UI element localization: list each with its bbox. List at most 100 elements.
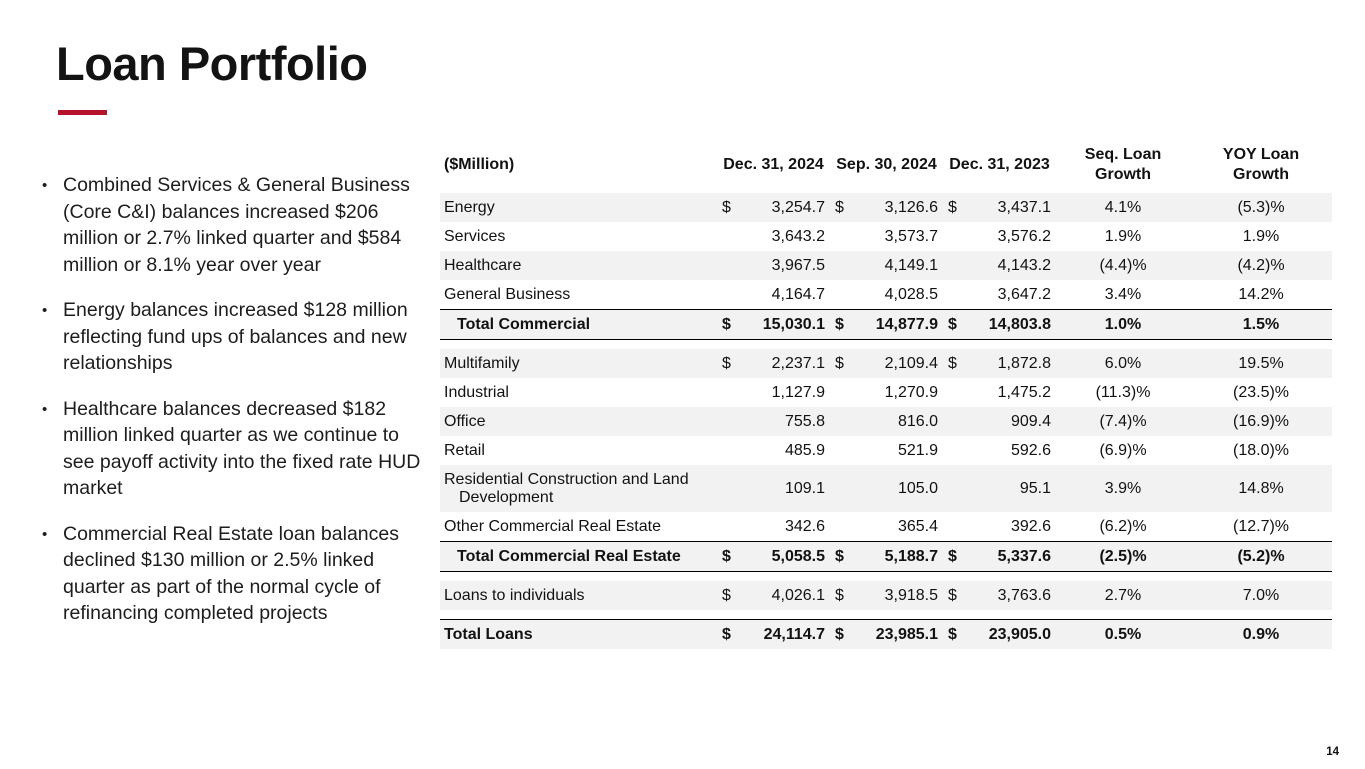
value-cell: 2,237.1 (743, 349, 830, 378)
value-cell: 105.0 (856, 465, 944, 512)
value-cell: 3,763.6 (969, 581, 1057, 610)
seq-growth-cell: 1.0% (1056, 309, 1191, 340)
row-label: Residential Construction and Land Develo… (440, 465, 717, 512)
table-row-total-loans: Total Loans $ 24,114.7 $ 23,985.1 $ 23,9… (440, 619, 1333, 649)
row-label: Healthcare (440, 251, 717, 280)
yoy-growth-cell: (12.7)% (1233, 517, 1290, 535)
yoy-growth-cell: (4.2)% (1190, 251, 1333, 280)
bullet-icon: • (42, 400, 48, 418)
value-cell: 23,985.1 (856, 619, 944, 649)
title-accent-bar (58, 110, 107, 115)
currency-cell: $ (717, 619, 743, 649)
section-gap (440, 571, 1333, 581)
currency-cell: $ (830, 349, 856, 378)
value-cell: 3,437.1 (969, 193, 1057, 222)
column-header-seq-growth: Seq. Loan Growth (1056, 139, 1190, 193)
currency-cell: $ (830, 619, 856, 649)
currency-cell (830, 407, 856, 436)
value-cell: 5,337.6 (969, 541, 1057, 572)
column-header-dec-2024: Dec. 31, 2024 (723, 156, 824, 173)
column-header-text: YOY Loan Growth (1222, 146, 1300, 183)
bullet-item: • Commercial Real Estate loan balances d… (42, 521, 424, 627)
table-row-office: Office 755.8 816.0 909.4 (7.4)% (16.9)% (440, 407, 1333, 436)
currency-cell (943, 436, 969, 465)
value-cell: 4,164.7 (771, 285, 825, 303)
table-row-other-cre: Other Commercial Real Estate 342.6 365.4… (440, 512, 1332, 542)
row-label: Retail (444, 441, 485, 459)
bullet-text: Energy balances increased $128 million r… (63, 299, 408, 374)
value-cell: 3,647.2 (997, 285, 1052, 303)
currency-cell: $ (830, 581, 856, 610)
value-cell: 3,967.5 (743, 251, 830, 280)
row-label: Energy (440, 193, 717, 222)
yoy-growth-cell: 1.9% (1242, 227, 1280, 245)
bullet-item: • Energy balances increased $128 million… (42, 297, 424, 377)
currency-cell: $ (830, 541, 856, 572)
table-row-total-cre: Total Commercial Real Estate $ 5,058.5 $… (440, 541, 1333, 572)
currency-cell (717, 280, 743, 310)
row-label: Multifamily (440, 349, 717, 378)
unit-header: ($Million) (444, 156, 515, 173)
row-label: Other Commercial Real Estate (444, 517, 661, 535)
bullet-text: Commercial Real Estate loan balances dec… (63, 522, 399, 625)
currency-cell (943, 251, 970, 280)
bullet-text: Combined Services & General Business (Co… (63, 174, 410, 276)
value-cell: 4,143.2 (969, 251, 1057, 280)
table-row-residential-construction: Residential Construction and Land Develo… (440, 465, 1333, 512)
value-cell: 755.8 (743, 407, 830, 436)
value-cell: 109.1 (743, 465, 830, 512)
value-cell: 95.1 (969, 465, 1057, 512)
seq-growth-cell: 1.9% (1104, 227, 1142, 245)
value-cell: 342.6 (784, 517, 825, 535)
table-row-loans-to-individuals: Loans to individuals $ 4,026.1 $ 3,918.5… (440, 581, 1333, 610)
bullet-item: • Healthcare balances decreased $182 mil… (42, 396, 424, 502)
currency-cell (830, 280, 856, 310)
value-cell: 816.0 (856, 407, 944, 436)
table-row-services: Services 3,643.2 3,573.7 3,576.2 1.9% 1.… (440, 222, 1332, 251)
value-cell: 24,114.7 (743, 619, 830, 649)
yoy-growth-cell: (18.0)% (1233, 441, 1290, 459)
value-cell: 4,149.1 (856, 251, 944, 280)
yoy-growth-cell: (5.3)% (1190, 193, 1333, 222)
currency-cell (943, 512, 969, 542)
currency-cell (943, 407, 970, 436)
currency-cell (717, 465, 743, 512)
currency-cell (717, 436, 743, 465)
value-cell: 392.6 (1010, 517, 1052, 535)
currency-cell: $ (717, 581, 743, 610)
seq-growth-cell: (11.3)% (1095, 383, 1151, 401)
seq-growth-cell: (7.4)% (1056, 407, 1191, 436)
value-cell: 4,028.5 (884, 285, 939, 303)
currency-cell (943, 378, 969, 407)
yoy-growth-cell: (5.2)% (1190, 541, 1333, 572)
yoy-growth-cell: 19.5% (1190, 349, 1333, 378)
row-label: General Business (444, 285, 571, 303)
row-label: Total Commercial Real Estate (440, 541, 717, 572)
value-cell: 4,026.1 (743, 581, 830, 610)
currency-cell: $ (943, 349, 970, 378)
currency-cell (830, 378, 856, 407)
seq-growth-cell: 6.0% (1056, 349, 1191, 378)
seq-growth-cell: (6.9)% (1099, 441, 1147, 459)
seq-growth-cell: (4.4)% (1056, 251, 1191, 280)
row-label: Total Commercial (440, 309, 717, 340)
value-cell: 3,573.7 (884, 227, 939, 245)
currency-cell (717, 222, 743, 251)
table-row-multifamily: Multifamily $ 2,237.1 $ 2,109.4 $ 1,872.… (440, 349, 1333, 378)
currency-cell: $ (943, 309, 970, 340)
yoy-growth-cell: (16.9)% (1190, 407, 1333, 436)
page-number: 14 (1326, 746, 1339, 758)
currency-cell: $ (717, 309, 743, 340)
column-header-yoy-growth: YOY Loan Growth (1190, 139, 1332, 193)
table-row-general-business: General Business 4,164.7 4,028.5 3,647.2… (440, 280, 1332, 310)
bullet-text: Healthcare balances decreased $182 milli… (63, 397, 421, 500)
value-cell: 3,918.5 (856, 581, 944, 610)
yoy-growth-cell: 14.2% (1238, 285, 1284, 303)
currency-cell (830, 465, 856, 512)
value-cell: 14,877.9 (856, 309, 944, 340)
currency-cell: $ (830, 309, 856, 340)
currency-cell: $ (943, 619, 970, 649)
value-cell: 1,475.2 (997, 383, 1052, 401)
yoy-growth-cell: 0.9% (1190, 619, 1333, 649)
value-cell: 3,643.2 (771, 227, 825, 245)
